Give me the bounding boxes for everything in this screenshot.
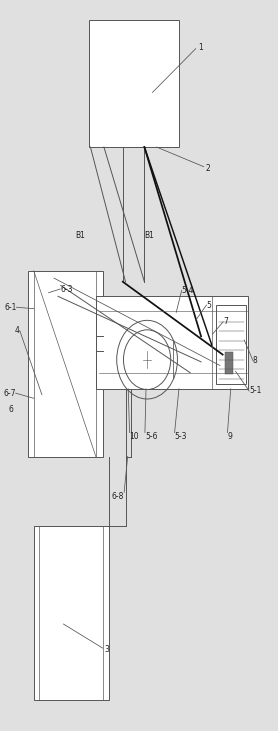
Text: 1: 1 [198, 43, 203, 52]
Text: 9: 9 [227, 433, 232, 442]
Bar [34, 526, 109, 700]
Text: 6-7: 6-7 [3, 389, 16, 398]
Text: 8: 8 [253, 356, 258, 365]
Text: 6: 6 [8, 405, 13, 414]
Text: 5-4: 5-4 [182, 286, 194, 295]
Text: B1: B1 [144, 232, 154, 240]
Text: 2: 2 [206, 164, 211, 173]
Bar [89, 20, 180, 147]
Text: 5-6: 5-6 [145, 433, 157, 442]
Text: 6-3: 6-3 [60, 284, 73, 294]
Text: 4: 4 [15, 326, 20, 335]
Text: 6-1: 6-1 [4, 303, 16, 311]
Text: 10: 10 [130, 433, 139, 442]
Text: 6-8: 6-8 [112, 492, 124, 501]
Bar [28, 270, 103, 457]
Bar [96, 295, 248, 389]
Text: 5-1: 5-1 [249, 387, 262, 395]
Bar [216, 305, 245, 384]
Text: 7: 7 [223, 317, 228, 326]
Text: 5: 5 [207, 300, 211, 309]
Text: 5-3: 5-3 [175, 433, 187, 442]
Text: B1: B1 [75, 232, 85, 240]
Text: 3: 3 [105, 645, 109, 654]
Bar [225, 352, 233, 374]
